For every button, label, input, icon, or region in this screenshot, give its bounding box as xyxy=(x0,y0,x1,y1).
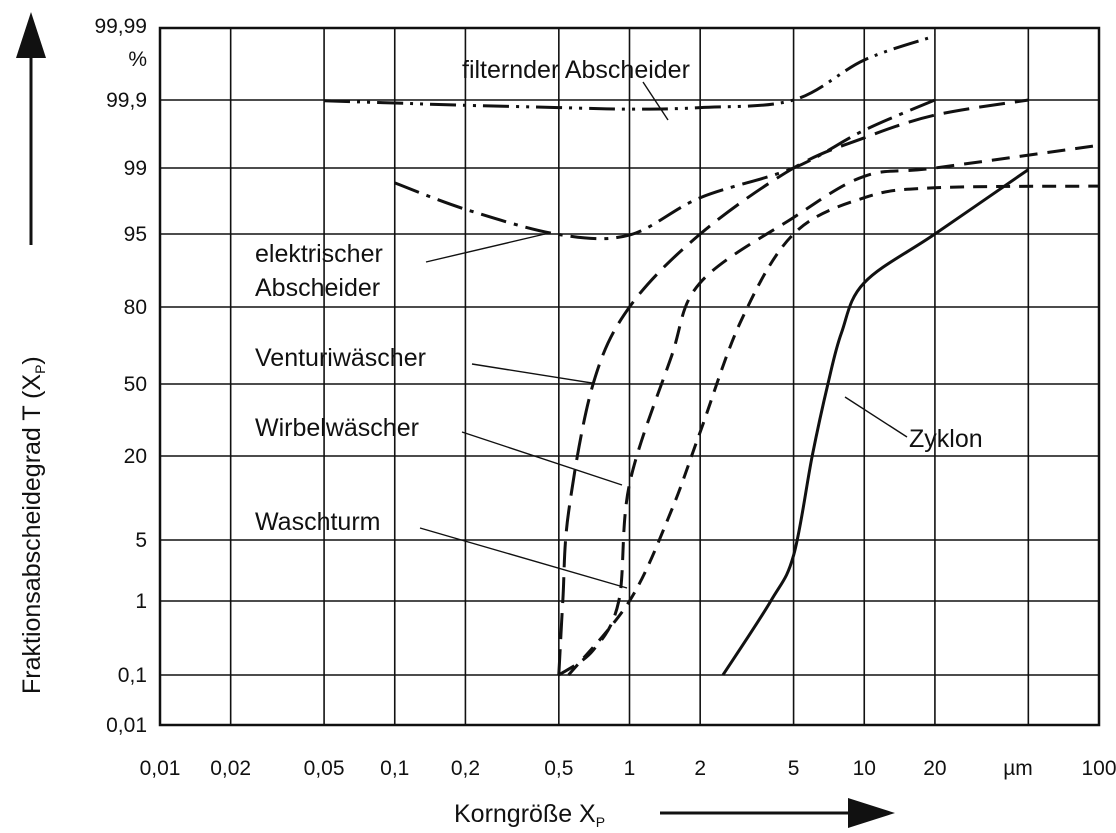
series-curve-waschturm xyxy=(567,184,1100,676)
y-tick-label: 20 xyxy=(124,445,147,468)
x-tick-label: 1 xyxy=(624,757,636,780)
y-tick-label: 1 xyxy=(135,590,147,613)
y-tick-label: 0,01 xyxy=(106,714,147,737)
leader-line-elektrischer-abscheider xyxy=(425,233,546,263)
series-curve-wirbelwaescher xyxy=(557,143,1100,677)
plot-grid xyxy=(158,26,1101,727)
leader-line-wirbelwaescher xyxy=(461,431,623,486)
y-unit-label: % xyxy=(128,48,147,71)
y-axis-title-close: ) xyxy=(18,356,46,364)
series-label-elektrischer-abscheider: elektrischer xyxy=(255,240,383,268)
y-tick-label: 5 xyxy=(135,529,147,552)
series-curve-zyklon xyxy=(721,168,1030,676)
y-axis-title: Fraktionsabscheidegrad T (XP) xyxy=(18,356,48,694)
series-label-wirbelwaescher: Wirbelwäscher xyxy=(255,414,419,442)
x-axis-title-text: Korngröße X xyxy=(454,800,596,828)
y-tick-label: 80 xyxy=(124,296,147,319)
x-tick-label: 100 xyxy=(1081,757,1116,780)
x-tick-label: 0,1 xyxy=(380,757,409,780)
x-unit-label: µm xyxy=(1003,757,1033,780)
curve-annotations: filternder Abscheider elektrischer Abschei… xyxy=(255,56,983,589)
y-axis-arrowhead xyxy=(16,12,46,58)
x-tick-label: 0,01 xyxy=(140,757,181,780)
leader-line-waschturm xyxy=(419,527,628,589)
leader-line-zyklon xyxy=(844,396,908,438)
leader-line-filternder-abscheider xyxy=(642,81,669,121)
y-axis-title-subscript: P xyxy=(32,365,48,374)
y-tick-label: 0,1 xyxy=(118,664,147,687)
y-tick-label: 99,9 xyxy=(106,89,147,112)
x-tick-label: 5 xyxy=(788,757,800,780)
leader-line-venturiwaescher xyxy=(471,363,593,384)
x-axis-title: Korngröße XP xyxy=(454,800,605,830)
series-label-zyklon: Zyklon xyxy=(909,425,983,453)
y-tick-label: 50 xyxy=(124,373,147,396)
y-tick-labels: 0,01 0,1 1 5 20 50 80 95 99 99,9 99,99 xyxy=(94,15,147,737)
series-label-filternder-abscheider: filternder Abscheider xyxy=(462,56,690,84)
x-tick-label: 20 xyxy=(923,757,946,780)
series-curve-elektrischer-abscheider xyxy=(394,98,936,241)
y-axis-title-text: Fraktionsabscheidegrad T (X xyxy=(18,374,46,694)
series-label-waschturm: Waschturm xyxy=(255,508,380,536)
series-label-elektrischer-abscheider: Abscheider xyxy=(255,274,380,302)
x-tick-label: 2 xyxy=(694,757,706,780)
series-curve-venturiwaescher xyxy=(557,98,1029,676)
x-tick-label: 0,02 xyxy=(210,757,251,780)
y-tick-label: 99,99 xyxy=(94,15,147,38)
x-tick-labels: 0,01 0,02 0,05 0,1 0,2 0,5 1 2 5 10 20 100 xyxy=(140,757,1116,780)
y-tick-label: 99 xyxy=(124,157,147,180)
x-tick-label: 0,5 xyxy=(544,757,573,780)
series-curves xyxy=(324,34,1100,677)
series-label-venturiwaescher: Venturiwäscher xyxy=(255,344,426,372)
y-tick-label: 95 xyxy=(124,223,147,246)
x-tick-label: 0,2 xyxy=(451,757,480,780)
x-axis-arrowhead xyxy=(848,798,895,828)
x-axis-title-subscript: P xyxy=(596,814,605,830)
x-tick-label: 10 xyxy=(853,757,876,780)
x-tick-label: 0,05 xyxy=(304,757,345,780)
